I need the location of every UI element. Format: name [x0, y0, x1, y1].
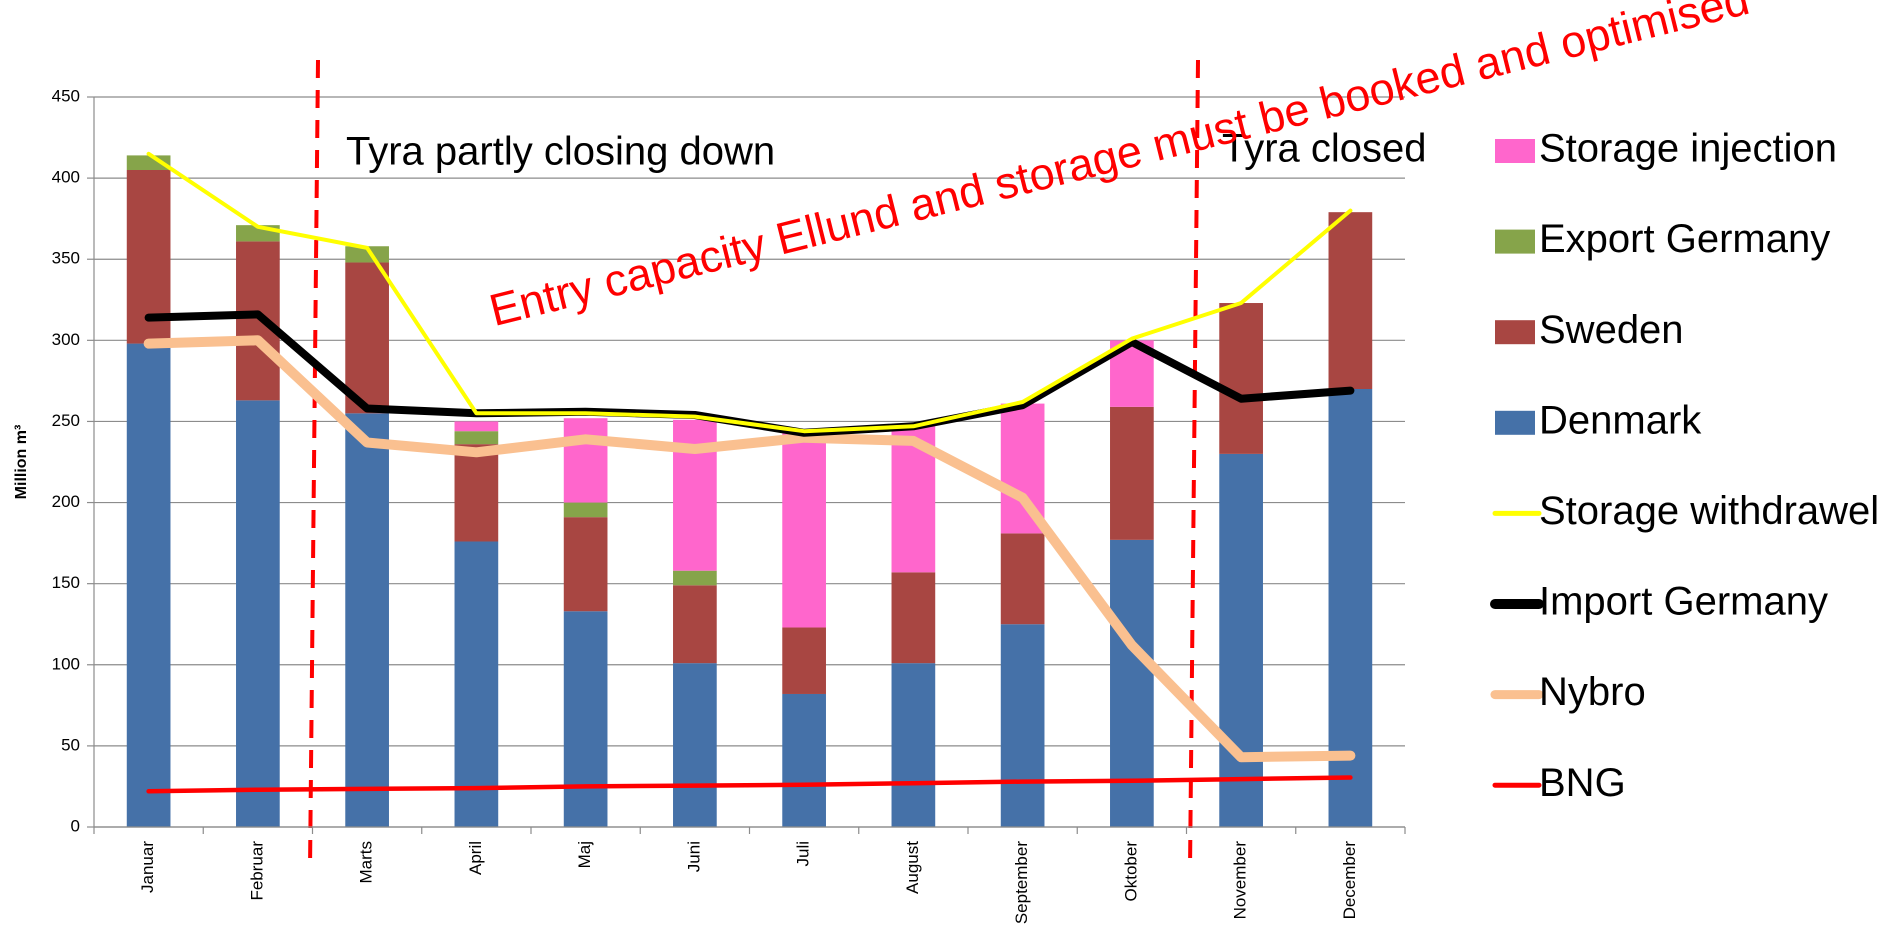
- y-tick-label: 400: [52, 168, 80, 187]
- y-tick-label: 350: [52, 249, 80, 268]
- bar-segment: [782, 693, 826, 827]
- bar-segment: [673, 663, 717, 827]
- bar-segment: [454, 541, 499, 827]
- legend-label: Nybro: [1539, 670, 1646, 714]
- legend-label: Sweden: [1539, 308, 1684, 352]
- legend-swatch: [1495, 320, 1535, 345]
- bar-segment: [1219, 453, 1263, 827]
- x-tick-label: August: [903, 841, 922, 894]
- bar-segment: [673, 570, 717, 586]
- bar-segment: [236, 241, 280, 401]
- legend-label: Storage injection: [1539, 127, 1837, 171]
- x-tick-label: Januar: [138, 841, 157, 893]
- legend-label: Export Germany: [1539, 217, 1830, 261]
- y-tick-label: 250: [52, 411, 80, 430]
- lines: [143, 151, 1356, 794]
- y-tick-label: 150: [52, 573, 80, 592]
- bar-segment: [891, 572, 936, 664]
- legend-swatch: [1495, 229, 1535, 254]
- bar-segment: [563, 611, 608, 827]
- y-tick-label: 100: [52, 654, 80, 673]
- x-tick-label: September: [1012, 841, 1031, 924]
- y-tick-label: 450: [52, 86, 80, 105]
- x-tick-label: Maj: [575, 841, 594, 868]
- legend-label: Denmark: [1539, 398, 1702, 442]
- x-tick-label: Juli: [794, 841, 813, 867]
- divider-line: [308, 59, 320, 871]
- bar-segment: [1328, 212, 1373, 389]
- bar-segment: [1110, 406, 1154, 540]
- line-series: [146, 775, 1353, 794]
- y-tick-label: 0: [71, 816, 80, 835]
- bar-segment: [454, 431, 499, 445]
- bar-segment: [345, 413, 389, 827]
- legend-label: BNG: [1539, 761, 1626, 805]
- x-tick-label: Juni: [684, 841, 703, 872]
- annotation: Tyra partly closing down: [346, 130, 775, 174]
- y-tick-label: 50: [61, 735, 80, 754]
- bar-segment: [782, 429, 826, 628]
- bar-segment: [563, 517, 608, 612]
- x-tick-label: April: [466, 841, 485, 875]
- x-tick-label: Februar: [247, 841, 266, 901]
- x-tick-label: Oktober: [1121, 841, 1140, 902]
- bar-segment: [1110, 539, 1154, 827]
- bar-segment: [563, 502, 608, 518]
- legend-swatch: [1495, 410, 1535, 435]
- bar-segment: [1219, 303, 1263, 454]
- bar-segment: [563, 418, 608, 503]
- bar-segment: [891, 663, 936, 827]
- x-tick-label: November: [1231, 841, 1250, 920]
- bars: [94, 96, 1405, 828]
- bar-segment: [126, 343, 171, 827]
- line-series: [146, 151, 1353, 434]
- line-series: [143, 335, 1356, 763]
- x-tick-label: Marts: [357, 841, 376, 884]
- legend-swatch: [1495, 139, 1535, 163]
- bar-segment: [1328, 389, 1373, 827]
- legend-label: Storage withdrawel: [1539, 489, 1879, 533]
- y-tick-label: 300: [52, 330, 80, 349]
- bar-segment: [236, 400, 280, 827]
- bar-segment: [454, 444, 499, 542]
- bar-segment: [454, 421, 499, 432]
- line-series: [144, 310, 1355, 437]
- bar-segment: [1000, 624, 1045, 827]
- annotation: Tyra closed: [1222, 127, 1427, 171]
- bar-segment: [1000, 533, 1045, 625]
- bar-segment: [673, 585, 717, 664]
- x-tick-label: December: [1340, 841, 1359, 920]
- divider-line: [1188, 59, 1200, 871]
- legend-label: Import Germany: [1539, 580, 1828, 624]
- y-tick-label: 200: [52, 492, 80, 511]
- bar-segment: [782, 627, 826, 694]
- bar-segment: [345, 262, 389, 414]
- y-axis-label: Million m³: [13, 425, 30, 500]
- bar-segment: [345, 246, 389, 263]
